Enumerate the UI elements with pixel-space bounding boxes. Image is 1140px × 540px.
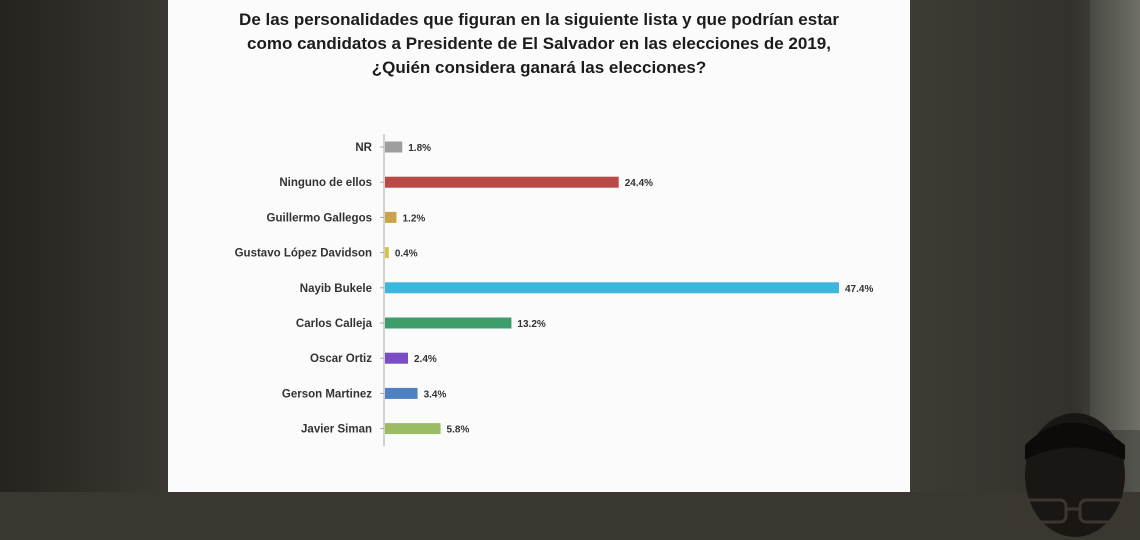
bar-chart: NR 1.8% Ninguno de ellos 24.4% Guillermo Gal…	[235, 134, 873, 446]
bar	[385, 317, 512, 329]
bar	[385, 423, 441, 435]
slide-title-line-2: como candidatos a Presidente de El Salva…	[247, 34, 831, 53]
bar	[385, 352, 408, 364]
data-label: 5.8%	[447, 425, 470, 436]
data-label: 1.8%	[408, 143, 431, 154]
data-label: 13.2%	[517, 319, 545, 330]
data-label: 3.4%	[424, 389, 447, 400]
bar	[385, 247, 389, 259]
bar	[385, 176, 619, 188]
slide-title-line-3: ¿Quién considera ganará las elecciones?	[371, 58, 707, 77]
slide-title: De las personalidades que figuran en la …	[168, 8, 910, 80]
projected-slide: De las personalidades que figuran en la …	[168, 0, 910, 492]
data-label: 1.2%	[402, 213, 425, 224]
bar	[385, 141, 403, 153]
category-label: NR	[355, 142, 372, 154]
bars: NR 1.8% Ninguno de ellos 24.4% Guillermo Gal…	[235, 141, 873, 436]
slide-title-line-1: De las personalidades que figuran en la …	[239, 10, 839, 29]
category-label: Gustavo López Davidson	[235, 248, 372, 260]
data-label: 0.4%	[395, 249, 418, 260]
bar	[385, 282, 839, 294]
category-label: Ninguno de ellos	[279, 177, 372, 189]
audience-person-silhouette	[1016, 413, 1130, 537]
wall-edge	[1090, 0, 1140, 430]
bar	[385, 211, 397, 223]
category-label: Carlos Calleja	[296, 318, 373, 330]
bar	[385, 387, 418, 399]
category-label: Gerson Martinez	[282, 388, 372, 400]
category-label: Oscar Ortiz	[310, 353, 372, 365]
data-label: 24.4%	[625, 178, 653, 189]
room-floor	[0, 492, 1140, 540]
data-label: 2.4%	[414, 354, 437, 365]
category-label: Javier Siman	[301, 424, 372, 436]
data-label: 47.4%	[845, 284, 873, 295]
category-label: Nayib Bukele	[300, 283, 372, 295]
category-label: Guillermo Gallegos	[267, 212, 372, 224]
room-background-left	[0, 0, 168, 540]
